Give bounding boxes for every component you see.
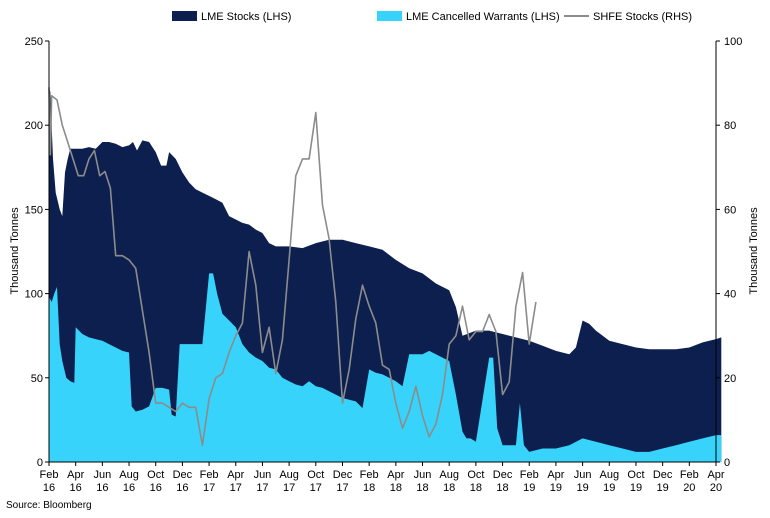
y-right-tick-label: 20 — [724, 373, 736, 385]
x-tick-label-year: 18 — [416, 482, 428, 494]
x-tick-label-month: Jun — [414, 469, 432, 481]
x-tick-label-month: Feb — [680, 469, 699, 481]
x-tick-label-year: 18 — [496, 482, 508, 494]
x-tick-label-month: Oct — [307, 469, 324, 481]
y-right-tick-label: 40 — [724, 289, 736, 301]
x-tick-label-year: 16 — [176, 482, 188, 494]
x-tick-label-year: 16 — [43, 482, 55, 494]
plot-area — [48, 87, 722, 462]
y-right-tick-label: 80 — [724, 120, 736, 132]
x-tick-label-month: Feb — [200, 469, 219, 481]
y-left-tick-label: 250 — [25, 36, 43, 48]
x-tick-label-year: 19 — [550, 482, 562, 494]
x-tick-label-year: 19 — [657, 482, 669, 494]
y-left-tick-label: 200 — [25, 120, 43, 132]
x-tick-label-month: Jun — [93, 469, 111, 481]
x-tick-label-year: 20 — [710, 482, 722, 494]
x-tick-label-year: 17 — [203, 482, 215, 494]
x-tick-label-year: 17 — [310, 482, 322, 494]
x-tick-label-year: 16 — [123, 482, 135, 494]
x-tick-label-year: 19 — [630, 482, 642, 494]
x-tick-label-year: 17 — [336, 482, 348, 494]
source-note: Source: Bloomberg — [6, 500, 92, 511]
legend-swatch-lme-cancelled-warrants — [377, 11, 402, 21]
x-tick-label-month: Oct — [147, 469, 164, 481]
x-tick-label-year: 16 — [96, 482, 108, 494]
x-tick-label-year: 17 — [256, 482, 268, 494]
y-axis-left-title: Thousand Tonnes — [9, 207, 21, 295]
y-left-tick-label: 100 — [25, 289, 43, 301]
y-right-tick-label: 100 — [724, 36, 742, 48]
x-tick-label-month: Feb — [40, 469, 59, 481]
axes: 050100150200250020406080100Feb16Apr16Jun… — [25, 36, 743, 494]
x-tick-label-month: Feb — [360, 469, 379, 481]
legend-swatch-lme-stocks — [172, 11, 197, 21]
x-tick-label-month: Jun — [254, 469, 272, 481]
y-right-tick-label: 60 — [724, 204, 736, 216]
y-axis-right-title: Thousand Tonnes — [748, 207, 760, 295]
x-tick-label-month: Apr — [547, 469, 564, 481]
x-tick-label-month: Dec — [653, 469, 673, 481]
x-tick-label-year: 19 — [523, 482, 535, 494]
x-tick-label-year: 17 — [230, 482, 242, 494]
x-tick-label-month: Dec — [333, 469, 353, 481]
x-tick-label-year: 20 — [683, 482, 695, 494]
x-tick-label-year: 16 — [70, 482, 82, 494]
x-tick-label-year: 19 — [576, 482, 588, 494]
y-left-tick-label: 50 — [31, 373, 43, 385]
shfe-stocks-line — [48, 87, 537, 446]
x-tick-label-month: Oct — [467, 469, 484, 481]
legend-label-lme-stocks: LME Stocks (LHS) — [201, 11, 291, 23]
legend-label-shfe-stocks: SHFE Stocks (RHS) — [593, 11, 692, 23]
x-tick-label-year: 18 — [443, 482, 455, 494]
x-tick-label-year: 18 — [470, 482, 482, 494]
legend: LME Stocks (LHS) LME Cancelled Warrants … — [172, 11, 692, 23]
x-tick-label-month: Aug — [279, 469, 299, 481]
x-tick-label-month: Apr — [387, 469, 404, 481]
x-tick-label-month: Apr — [67, 469, 84, 481]
x-tick-label-month: Aug — [599, 469, 619, 481]
y-left-tick-label: 150 — [25, 204, 43, 216]
x-tick-label-month: Aug — [439, 469, 459, 481]
x-tick-label-month: Dec — [493, 469, 513, 481]
lme-cancelled-warrants-area — [49, 273, 722, 462]
x-tick-label-year: 17 — [283, 482, 295, 494]
x-tick-label-month: Aug — [119, 469, 139, 481]
x-tick-label-month: Oct — [627, 469, 644, 481]
x-tick-label-month: Apr — [227, 469, 244, 481]
x-tick-label-year: 16 — [150, 482, 162, 494]
x-tick-label-month: Dec — [173, 469, 193, 481]
x-tick-label-month: Apr — [707, 469, 724, 481]
x-tick-label-year: 19 — [603, 482, 615, 494]
y-left-tick-label: 0 — [37, 457, 43, 469]
x-tick-label-year: 18 — [390, 482, 402, 494]
legend-label-lme-cancelled-warrants: LME Cancelled Warrants (LHS) — [406, 11, 560, 23]
y-right-tick-label: 0 — [724, 457, 730, 469]
x-tick-label-month: Jun — [574, 469, 592, 481]
x-tick-label-month: Feb — [520, 469, 539, 481]
x-tick-label-year: 18 — [363, 482, 375, 494]
